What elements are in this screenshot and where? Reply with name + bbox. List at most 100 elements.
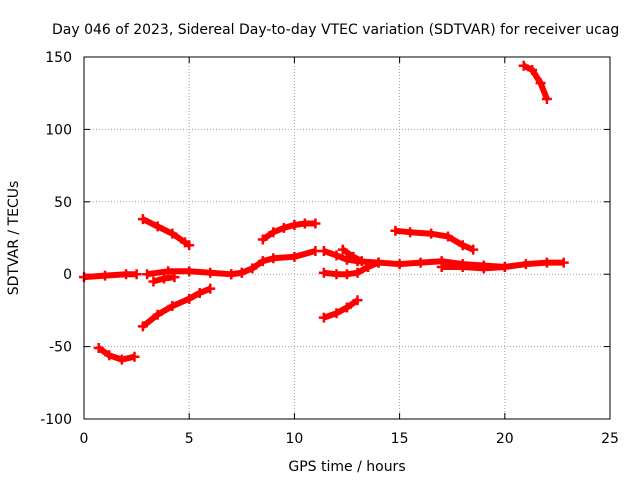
series-track-09 [318,295,363,323]
series-track [322,297,360,321]
x-tick-label: 5 [185,431,194,447]
data-point [205,267,216,278]
data-point [415,257,426,268]
data-point [535,78,546,89]
data-point [527,65,538,76]
data-point [163,266,174,277]
data-point [342,254,352,265]
data-point [405,227,416,238]
y-tick-label: -50 [49,340,72,356]
data-point [184,240,195,251]
data-point [169,272,180,283]
data-point [137,321,148,332]
data-point [478,263,489,274]
data-point [520,259,531,270]
data-point [131,269,142,280]
data-point [268,253,279,264]
data-point [541,257,552,268]
series-track [522,63,550,101]
data-point [337,244,348,255]
data-point [352,295,363,306]
grid [84,57,610,419]
data-point [278,222,289,233]
x-tick-label: 20 [496,431,514,447]
series-track-12 [337,244,367,267]
data-point [93,343,104,354]
data-point [257,256,268,267]
data-point [310,246,321,257]
y-tick-label: -100 [40,412,72,428]
data-point [356,256,367,267]
data-point [352,267,363,278]
tick-labels: 0 5 10 15 20 25 -100 -50 0 50 100 150 [40,50,619,447]
data-point [257,234,268,245]
series-track-13 [390,225,479,255]
series-track-04 [137,283,216,332]
data-point [289,219,300,230]
data-point [100,270,111,281]
data-point [121,269,132,280]
data-point [318,267,329,278]
series-track [96,345,136,363]
data-point [331,269,342,280]
axis-ticks [83,56,611,420]
data-point [167,301,178,312]
data-point [342,269,352,280]
data-point [158,273,169,284]
data-point [268,227,279,238]
data-point [310,218,321,229]
y-tick-label: 50 [54,195,72,211]
data-point [205,283,216,294]
data-point [142,269,153,280]
y-axis-label: SDTVAR / TECUs [6,181,22,296]
series-track-08 [257,218,321,245]
series-track [83,271,137,281]
x-axis-label: GPS time / hours [288,459,405,475]
data-point [167,228,178,239]
series-track-01 [79,269,142,283]
data-point [558,257,569,268]
data-point [194,288,205,299]
data-point [390,225,401,236]
x-tick-label: 15 [391,431,409,447]
data-point [331,308,342,319]
data-point [457,261,468,272]
data-point [426,228,437,239]
series-track-06 [148,272,180,287]
data-point [436,261,447,272]
x-tick-label: 10 [285,431,303,447]
y-tick-label: 0 [63,267,72,283]
data-point [442,231,453,242]
data-series [79,60,569,365]
data-point [499,261,510,272]
chart-title: Day 046 of 2023, Sidereal Day-to-day VTE… [52,22,619,38]
data-point [152,309,163,320]
data-point [289,251,300,262]
plot-frame [83,56,611,420]
series-track-14 [436,261,510,274]
data-point [129,351,140,362]
y-tick-label: 150 [45,50,72,66]
series-track-15 [518,60,552,104]
data-point [373,257,384,268]
data-point [299,218,310,229]
series-track-03 [137,214,195,251]
data-point [318,312,329,323]
data-point [457,240,468,251]
data-point [226,269,237,280]
data-point [104,350,115,361]
data-point [318,246,329,257]
series-track-02 [93,343,140,365]
data-point [116,354,127,365]
data-point [518,60,529,71]
series-track-07 [226,246,321,280]
x-tick-label: 25 [601,431,619,447]
data-point [184,293,195,304]
x-tick-label: 0 [80,431,89,447]
data-point [348,251,359,262]
data-point [394,259,405,270]
data-point [148,276,159,287]
data-point [236,267,247,278]
data-point [152,221,163,232]
